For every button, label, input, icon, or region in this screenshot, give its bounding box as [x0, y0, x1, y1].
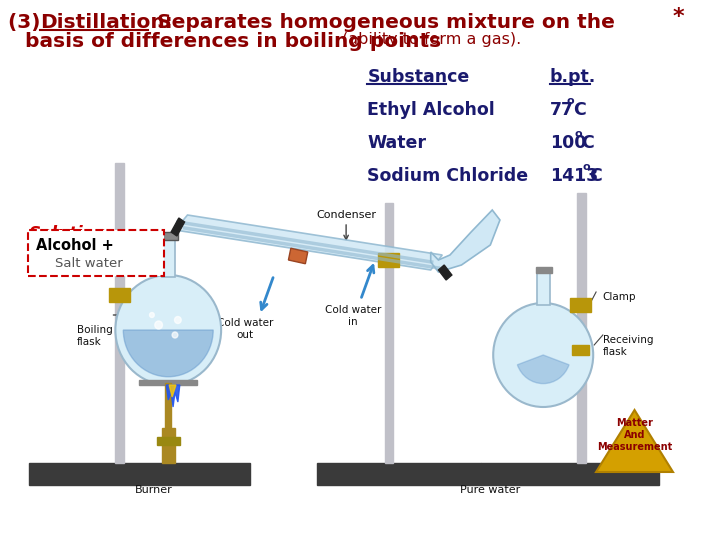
Bar: [570, 298, 591, 312]
Bar: [29, 463, 250, 485]
Polygon shape: [175, 215, 442, 270]
Text: C: C: [573, 101, 586, 119]
Bar: [289, 248, 307, 264]
Wedge shape: [123, 330, 213, 377]
Circle shape: [155, 321, 163, 329]
Polygon shape: [596, 410, 673, 472]
Text: Substance: Substance: [367, 68, 469, 86]
Bar: [160, 232, 178, 240]
Text: (ability to form a gas).: (ability to form a gas).: [342, 32, 521, 47]
Text: 77: 77: [550, 101, 574, 119]
Text: Alcohol +: Alcohol +: [35, 238, 113, 253]
Circle shape: [174, 316, 181, 323]
Bar: [481, 463, 659, 485]
Text: 1413: 1413: [550, 167, 598, 185]
Text: *: *: [673, 7, 685, 27]
Bar: [115, 163, 124, 463]
Bar: [163, 237, 175, 277]
Text: C: C: [590, 167, 602, 185]
Text: basis of differences in boiling points: basis of differences in boiling points: [25, 32, 448, 51]
Wedge shape: [518, 355, 569, 383]
FancyBboxPatch shape: [28, 230, 164, 276]
Text: Matter
And
Measurement: Matter And Measurement: [597, 418, 672, 451]
Text: Solution:: Solution:: [29, 225, 114, 243]
Bar: [378, 253, 399, 267]
Text: b.pt.: b.pt.: [550, 68, 596, 86]
Polygon shape: [431, 210, 500, 272]
Text: Cold water
in: Cold water in: [325, 305, 381, 327]
Bar: [536, 267, 552, 273]
Polygon shape: [438, 265, 452, 280]
Bar: [384, 203, 393, 463]
Text: Salt water: Salt water: [55, 257, 122, 270]
Text: Receiving
flask: Receiving flask: [603, 335, 653, 356]
Text: Pure water: Pure water: [460, 485, 521, 495]
Text: Condenser: Condenser: [316, 210, 376, 220]
Text: (3): (3): [8, 13, 48, 32]
Polygon shape: [169, 385, 176, 397]
Text: Separates homogeneous mixture on the: Separates homogeneous mixture on the: [150, 13, 615, 32]
Circle shape: [493, 303, 593, 407]
Text: Clamp: Clamp: [603, 292, 636, 302]
Bar: [140, 380, 197, 385]
Text: o: o: [582, 162, 590, 172]
Polygon shape: [171, 218, 184, 236]
Bar: [577, 193, 585, 463]
Text: 100: 100: [550, 134, 586, 152]
Text: Cold water
out: Cold water out: [217, 318, 274, 340]
Bar: [537, 270, 550, 305]
Bar: [572, 345, 590, 355]
Text: C: C: [581, 134, 594, 152]
Bar: [318, 463, 481, 485]
Text: o: o: [566, 96, 574, 106]
Circle shape: [172, 332, 178, 338]
Circle shape: [115, 275, 221, 385]
Polygon shape: [166, 385, 180, 407]
Text: Water: Water: [367, 134, 426, 152]
Bar: [166, 383, 171, 440]
Bar: [161, 428, 175, 463]
Text: Ethyl Alcohol: Ethyl Alcohol: [367, 101, 495, 119]
Text: o: o: [575, 129, 582, 139]
Text: Distillation:: Distillation:: [40, 13, 173, 32]
Text: Boiling
flask: Boiling flask: [77, 325, 112, 347]
Bar: [109, 288, 130, 302]
Circle shape: [150, 313, 154, 318]
Bar: [157, 437, 180, 445]
Text: Sodium Chloride: Sodium Chloride: [367, 167, 528, 185]
Text: Burner: Burner: [135, 485, 173, 495]
